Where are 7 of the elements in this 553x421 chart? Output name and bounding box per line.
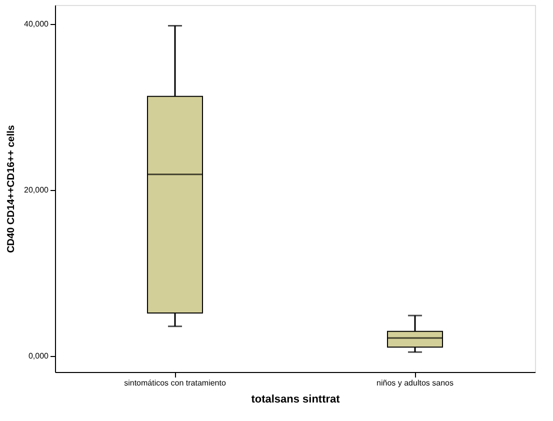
- x-tick-label: niños y adultos sanos: [376, 378, 454, 388]
- y-axis-title: CD40 CD14++CD16++ cells: [6, 124, 18, 253]
- y-tick-label: 0,000: [28, 352, 50, 361]
- y-tick-label: 20,000: [24, 186, 50, 195]
- y-tick-label: 40,000: [24, 20, 50, 29]
- x-axis-title: totalsans sinttrat: [251, 394, 340, 406]
- x-tick-label: sintomáticos con tratamiento: [124, 378, 226, 388]
